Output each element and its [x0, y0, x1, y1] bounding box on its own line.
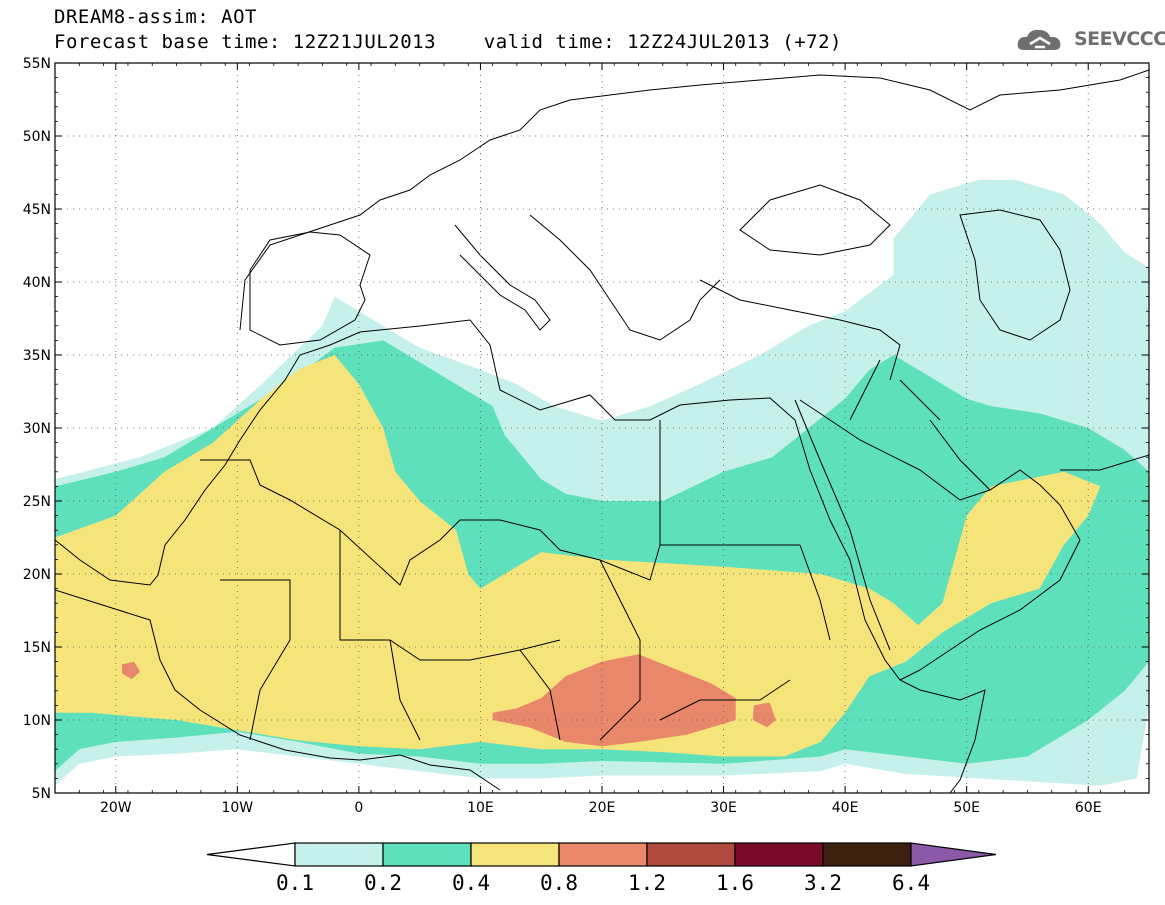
colorbar-segment: [734, 842, 824, 867]
caspian-sea: [959, 209, 1071, 341]
colorbar-level-label: 0.4: [452, 871, 490, 895]
y-tick-label: 35N: [23, 348, 51, 364]
iran-coast: [1060, 454, 1149, 471]
x-tick-label: 60E: [1075, 800, 1102, 816]
y-tick-label: 25N: [23, 494, 51, 510]
anatolia-coast: [699, 279, 901, 381]
y-tick-label: 40N: [23, 275, 51, 291]
map-title: DREAM8-assim: AOT: [54, 6, 257, 28]
aot-contour-fill: [55, 179, 1149, 786]
y-tick-label: 10N: [23, 713, 51, 729]
colorbar-segment: [294, 842, 384, 867]
colorbar: [206, 842, 997, 867]
colorbar-over-arrow: [910, 842, 997, 867]
colorbar-segment: [646, 842, 736, 867]
colorbar-segment: [558, 842, 648, 867]
colorbar-segment: [382, 842, 472, 867]
europe-coastline: [239, 69, 1149, 331]
x-tick-label: 20W: [100, 800, 132, 816]
colorbar-level-label: 0.1: [276, 871, 314, 895]
x-tick-label: 0: [354, 800, 363, 816]
x-tick-label: 30E: [710, 800, 737, 816]
x-tick-label: 40E: [832, 800, 859, 816]
aot-region-0.8-1.2-4: [121, 661, 141, 680]
colorbar-level-label: 0.8: [540, 871, 578, 895]
persian-gulf: [929, 419, 991, 491]
colorbar-level-label: 3.2: [804, 871, 842, 895]
colorbar-level-label: 1.2: [628, 871, 666, 895]
y-tick-label: 55N: [23, 56, 51, 72]
iberia-coast: [249, 231, 371, 346]
balkans-coast: [529, 214, 721, 341]
aot-region-0.8-1.2-3: [492, 654, 736, 747]
colorbar-under-arrow: [206, 842, 296, 867]
colorbar-level-label: 0.2: [364, 871, 402, 895]
africa-coastline: [55, 319, 986, 793]
colorbar-level-label: 1.6: [716, 871, 754, 895]
logo-text: SEEVCCC: [1074, 28, 1165, 50]
axis-ticks: 20W 10W 0 10E 20E 30E 40E 50E 60E 5N 10N 15N 20N 25N 3…: [23, 56, 1150, 816]
y-tick-label: 20N: [23, 567, 51, 583]
aot-region-0.8-1.2-5: [752, 702, 776, 728]
west-africa-coast: [55, 589, 501, 791]
colorbar-segment: [470, 842, 560, 867]
aot-region-0.4-0.8-2: [55, 355, 1101, 757]
country-borders: [200, 359, 941, 741]
y-tick-label: 45N: [23, 202, 51, 218]
coastlines-borders: [55, 69, 1149, 793]
red-sea-east: [794, 399, 891, 651]
y-tick-label: 5N: [32, 786, 51, 802]
x-tick-label: 10E: [467, 800, 494, 816]
colorbar-level-label: 6.4: [892, 871, 930, 895]
seevccc-logo: SEEVCCC: [1016, 24, 1165, 54]
italy-coast: [454, 224, 551, 331]
x-tick-label: 10W: [221, 800, 253, 816]
y-tick-label: 30N: [23, 421, 51, 437]
y-tick-label: 15N: [23, 640, 51, 656]
map-subtitle-times: Forecast base time: 12Z21JUL2013 valid t…: [54, 31, 842, 53]
grid-lines: [55, 63, 1149, 793]
y-tick-label: 50N: [23, 129, 51, 145]
x-tick-label: 50E: [953, 800, 980, 816]
colorbar-segment: [822, 842, 912, 867]
black-sea: [739, 184, 891, 256]
cloud-logo-icon: [1017, 29, 1061, 50]
x-tick-label: 20E: [589, 800, 616, 816]
